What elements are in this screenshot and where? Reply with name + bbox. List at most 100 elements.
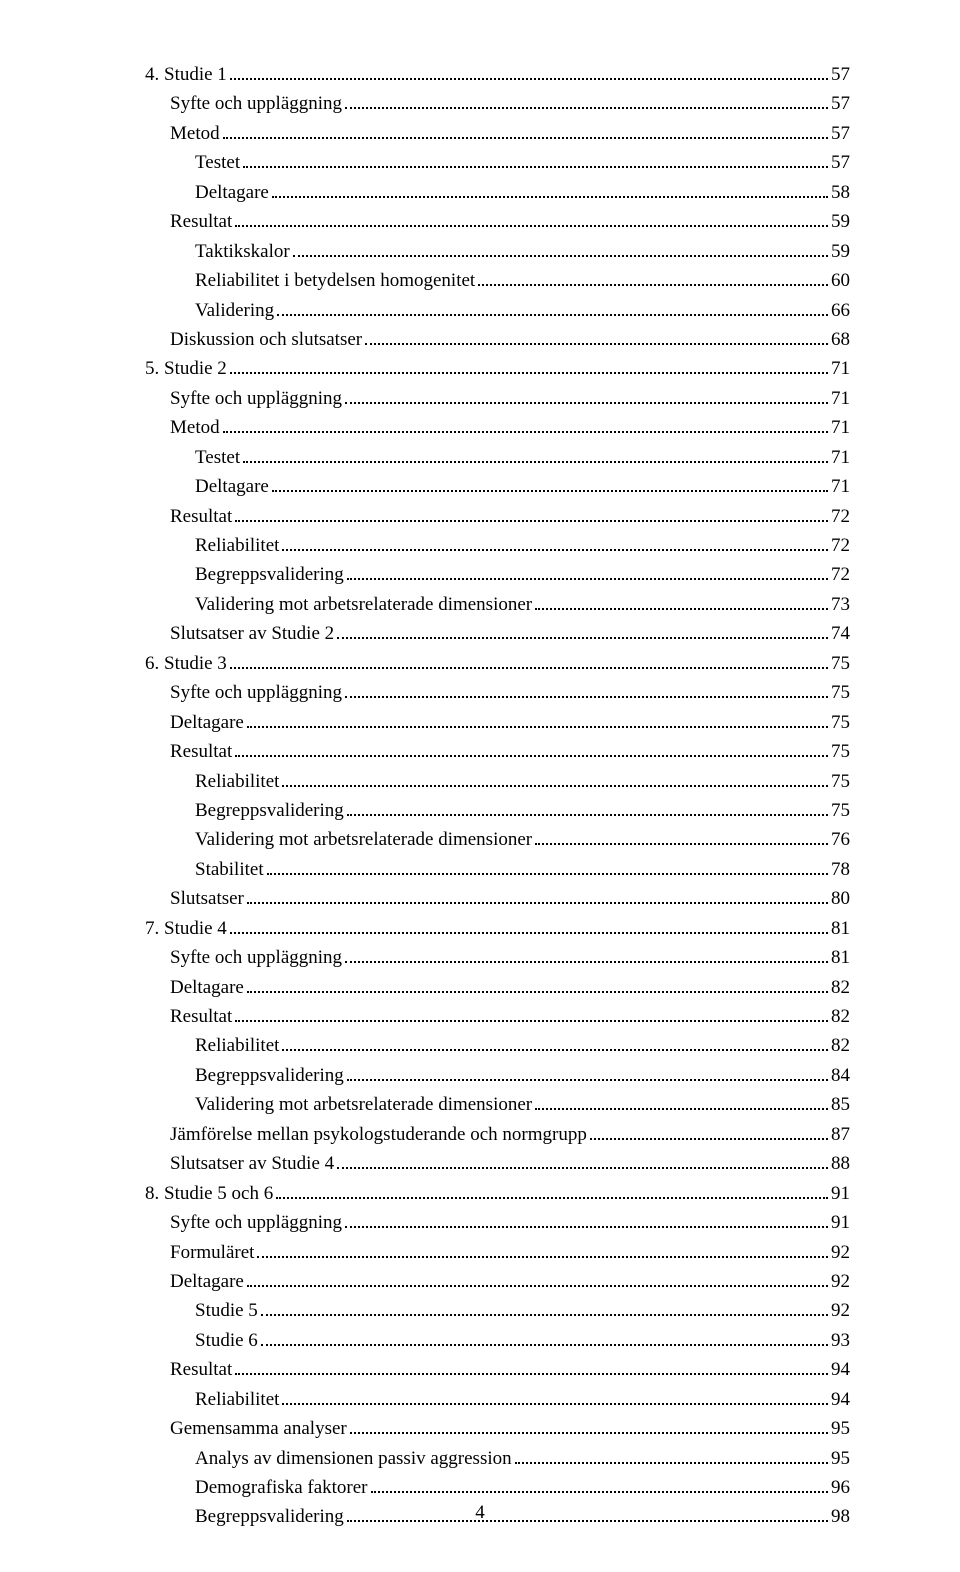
toc-entry-label: Reliabilitet — [195, 1385, 279, 1414]
toc-entry: Reliabilitet 72 — [145, 531, 850, 560]
toc-entry: Syfte och uppläggning 75 — [145, 678, 850, 707]
toc-entry-page: 93 — [831, 1326, 850, 1355]
toc-entry-page: 95 — [831, 1414, 850, 1443]
toc-entry-label: Slutsatser av Studie 2 — [170, 619, 334, 648]
table-of-contents: 4. Studie 1 57 Syfte och uppläggning 57Me… — [145, 60, 850, 1532]
toc-entry-label: Resultat — [170, 207, 232, 236]
toc-leader-dots — [247, 726, 828, 728]
toc-leader-dots — [230, 372, 828, 374]
toc-entry-page: 66 — [831, 296, 850, 325]
toc-entry-page: 80 — [831, 884, 850, 913]
toc-leader-dots — [261, 1314, 828, 1316]
toc-entry-page: 92 — [831, 1238, 850, 1267]
toc-entry-page: 96 — [831, 1473, 850, 1502]
toc-entry-page: 87 — [831, 1120, 850, 1149]
toc-leader-dots — [337, 637, 828, 639]
toc-entry: Testet 57 — [145, 148, 850, 177]
toc-entry-page: 71 — [831, 472, 850, 501]
toc-entry-label: Deltagare — [195, 472, 269, 501]
toc-entry: 4. Studie 1 57 — [145, 60, 850, 89]
toc-leader-dots — [243, 166, 828, 168]
toc-entry: Begreppsvalidering 84 — [145, 1061, 850, 1090]
toc-entry-page: 75 — [831, 708, 850, 737]
toc-leader-dots — [371, 1491, 828, 1493]
page-number: 4 — [0, 1502, 960, 1524]
toc-entry-label: 7. Studie 4 — [145, 914, 227, 943]
toc-entry-label: 5. Studie 2 — [145, 354, 227, 383]
toc-entry-page: 78 — [831, 855, 850, 884]
toc-entry-label: Studie 6 — [195, 1326, 258, 1355]
toc-entry: Taktikskalor 59 — [145, 237, 850, 266]
toc-leader-dots — [223, 431, 828, 433]
toc-entry-page: 91 — [831, 1179, 850, 1208]
toc-entry-page: 75 — [831, 796, 850, 825]
toc-leader-dots — [345, 1226, 828, 1228]
toc-entry-label: Begreppsvalidering — [195, 560, 344, 589]
toc-leader-dots — [272, 490, 828, 492]
toc-entry-label: Slutsatser — [170, 884, 244, 913]
toc-entry: Resultat 82 — [145, 1002, 850, 1031]
toc-entry: 7. Studie 4 81 — [145, 914, 850, 943]
toc-entry-page: 85 — [831, 1090, 850, 1119]
toc-leader-dots — [293, 255, 828, 257]
toc-entry-label: Taktikskalor — [195, 237, 290, 266]
toc-entry: Analys av dimensionen passiv aggression … — [145, 1444, 850, 1473]
toc-entry: Demografiska faktorer 96 — [145, 1473, 850, 1502]
toc-entry-label: 6. Studie 3 — [145, 649, 227, 678]
toc-entry-label: Studie 5 — [195, 1296, 258, 1325]
toc-leader-dots — [243, 461, 828, 463]
toc-leader-dots — [478, 284, 828, 286]
toc-leader-dots — [247, 1285, 828, 1287]
toc-entry-label: Deltagare — [170, 1267, 244, 1296]
toc-entry-label: Testet — [195, 443, 240, 472]
toc-entry-label: Gemensamma analyser — [170, 1414, 347, 1443]
toc-leader-dots — [282, 1049, 828, 1051]
toc-entry: Deltagare 71 — [145, 472, 850, 501]
toc-entry: Resultat 94 — [145, 1355, 850, 1384]
toc-leader-dots — [535, 843, 828, 845]
toc-entry-page: 57 — [831, 89, 850, 118]
toc-leader-dots — [267, 873, 828, 875]
toc-leader-dots — [261, 1344, 828, 1346]
toc-leader-dots — [535, 1108, 828, 1110]
toc-entry-label: Reliabilitet — [195, 767, 279, 796]
toc-entry-page: 75 — [831, 737, 850, 766]
toc-entry-page: 72 — [831, 531, 850, 560]
toc-entry-label: Deltagare — [195, 178, 269, 207]
toc-entry: Deltagare 58 — [145, 178, 850, 207]
toc-leader-dots — [347, 814, 828, 816]
toc-entry-label: Validering mot arbetsrelaterade dimensio… — [195, 825, 532, 854]
toc-entry-page: 82 — [831, 973, 850, 1002]
toc-entry-label: Syfte och uppläggning — [170, 384, 342, 413]
toc-entry-page: 71 — [831, 443, 850, 472]
toc-leader-dots — [247, 902, 828, 904]
toc-entry: Validering mot arbetsrelaterade dimensio… — [145, 1090, 850, 1119]
toc-entry-page: 72 — [831, 560, 850, 589]
toc-leader-dots — [230, 932, 828, 934]
toc-leader-dots — [235, 755, 828, 757]
toc-entry: Jämförelse mellan psykologstuderande och… — [145, 1120, 850, 1149]
toc-entry-page: 94 — [831, 1355, 850, 1384]
toc-entry-page: 71 — [831, 354, 850, 383]
toc-entry-page: 75 — [831, 649, 850, 678]
toc-entry-page: 84 — [831, 1061, 850, 1090]
toc-entry-label: Resultat — [170, 1355, 232, 1384]
toc-entry: Metod 57 — [145, 119, 850, 148]
toc-entry: Reliabilitet i betydelsen homogenitet 60 — [145, 266, 850, 295]
toc-entry-label: Demografiska faktorer — [195, 1473, 368, 1502]
toc-entry: Validering 66 — [145, 296, 850, 325]
toc-leader-dots — [276, 1197, 828, 1199]
toc-entry-page: 91 — [831, 1208, 850, 1237]
toc-entry: Studie 6 93 — [145, 1326, 850, 1355]
toc-entry: Deltagare 75 — [145, 708, 850, 737]
toc-leader-dots — [337, 1167, 828, 1169]
toc-entry-label: Analys av dimensionen passiv aggression — [195, 1444, 512, 1473]
toc-entry-label: Reliabilitet i betydelsen homogenitet — [195, 266, 475, 295]
toc-entry-label: Reliabilitet — [195, 1031, 279, 1060]
toc-entry: Syfte och uppläggning 91 — [145, 1208, 850, 1237]
toc-leader-dots — [345, 402, 828, 404]
toc-entry-label: Syfte och uppläggning — [170, 1208, 342, 1237]
toc-entry: Deltagare 92 — [145, 1267, 850, 1296]
toc-leader-dots — [257, 1256, 828, 1258]
toc-leader-dots — [235, 225, 828, 227]
